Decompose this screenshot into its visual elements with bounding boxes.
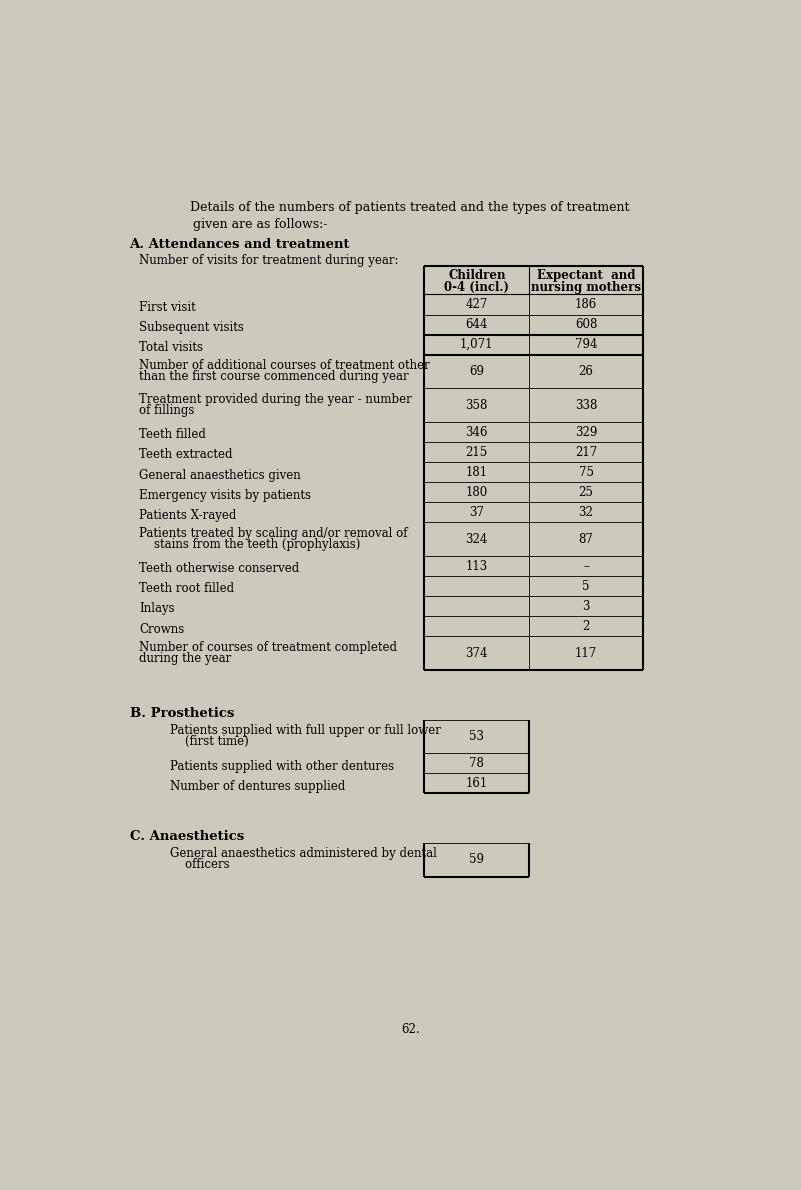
Text: Emergency visits by patients: Emergency visits by patients — [139, 489, 311, 501]
Text: General anaesthetics administered by dental: General anaesthetics administered by den… — [170, 847, 437, 860]
Text: 26: 26 — [578, 365, 594, 378]
Text: Patients supplied with other dentures: Patients supplied with other dentures — [170, 759, 394, 772]
Text: 5: 5 — [582, 580, 590, 593]
Text: 427: 427 — [465, 298, 488, 311]
Text: 180: 180 — [465, 486, 488, 499]
Text: 161: 161 — [465, 777, 488, 790]
Text: 62.: 62. — [400, 1023, 420, 1036]
Text: 59: 59 — [469, 853, 485, 866]
Text: 329: 329 — [575, 426, 598, 439]
Text: 1,071: 1,071 — [460, 338, 493, 351]
Text: 338: 338 — [575, 399, 598, 412]
Text: 0-4 (incl.): 0-4 (incl.) — [445, 281, 509, 294]
Text: 32: 32 — [578, 506, 594, 519]
Text: Subsequent visits: Subsequent visits — [139, 320, 244, 333]
Text: 374: 374 — [465, 647, 488, 659]
Text: given are as follows:-: given are as follows:- — [193, 218, 328, 231]
Text: 186: 186 — [575, 298, 598, 311]
Text: than the first course commenced during year: than the first course commenced during y… — [139, 370, 409, 383]
Text: 3: 3 — [582, 600, 590, 613]
Text: (first time): (first time) — [170, 735, 248, 749]
Text: Details of the numbers of patients treated and the types of treatment: Details of the numbers of patients treat… — [191, 201, 630, 213]
Text: 78: 78 — [469, 757, 485, 770]
Text: 644: 644 — [465, 318, 488, 331]
Text: 113: 113 — [465, 559, 488, 572]
Text: during the year: during the year — [139, 652, 231, 665]
Text: Patients supplied with full upper or full lower: Patients supplied with full upper or ful… — [170, 725, 441, 737]
Text: 37: 37 — [469, 506, 485, 519]
Text: 2: 2 — [582, 620, 590, 633]
Text: A. Attendances and treatment: A. Attendances and treatment — [130, 238, 350, 251]
Text: C. Anaesthetics: C. Anaesthetics — [130, 831, 244, 844]
Text: Inlays: Inlays — [139, 602, 175, 615]
Text: Teeth otherwise conserved: Teeth otherwise conserved — [139, 563, 299, 576]
Text: General anaesthetics given: General anaesthetics given — [139, 469, 300, 482]
Text: –: – — [583, 559, 589, 572]
Text: Total visits: Total visits — [139, 340, 203, 353]
Text: 75: 75 — [578, 465, 594, 478]
Text: nursing mothers: nursing mothers — [531, 281, 641, 294]
Text: Patients X-rayed: Patients X-rayed — [139, 508, 236, 521]
Text: 69: 69 — [469, 365, 485, 378]
Text: 608: 608 — [575, 318, 598, 331]
Text: 87: 87 — [578, 533, 594, 546]
Text: 117: 117 — [575, 647, 598, 659]
Text: Teeth filled: Teeth filled — [139, 428, 206, 441]
Text: 358: 358 — [465, 399, 488, 412]
Text: Teeth extracted: Teeth extracted — [139, 449, 232, 462]
Text: stains from the teeth (prophylaxis): stains from the teeth (prophylaxis) — [139, 538, 360, 551]
Text: 215: 215 — [465, 446, 488, 459]
Text: Number of courses of treatment completed: Number of courses of treatment completed — [139, 641, 396, 655]
Text: 181: 181 — [465, 465, 488, 478]
Text: B. Prosthetics: B. Prosthetics — [130, 707, 234, 720]
Text: 346: 346 — [465, 426, 488, 439]
Text: Treatment provided during the year - number: Treatment provided during the year - num… — [139, 393, 412, 406]
Text: Number of additional courses of treatment other: Number of additional courses of treatmen… — [139, 359, 429, 372]
Text: Expectant  and: Expectant and — [537, 269, 635, 282]
Text: Teeth root filled: Teeth root filled — [139, 582, 234, 595]
Text: Patients treated by scaling and/or removal of: Patients treated by scaling and/or remov… — [139, 527, 408, 540]
Text: 217: 217 — [575, 446, 598, 459]
Text: 53: 53 — [469, 729, 485, 743]
Text: of fillings: of fillings — [139, 403, 195, 416]
Text: Number of dentures supplied: Number of dentures supplied — [170, 779, 345, 793]
Text: 25: 25 — [578, 486, 594, 499]
Text: Crowns: Crowns — [139, 622, 184, 635]
Text: 794: 794 — [575, 338, 598, 351]
Text: Number of visits for treatment during year:: Number of visits for treatment during ye… — [139, 253, 398, 267]
Text: First visit: First visit — [139, 301, 195, 314]
Text: 324: 324 — [465, 533, 488, 546]
Text: Children: Children — [448, 269, 505, 282]
Text: officers: officers — [170, 858, 230, 871]
